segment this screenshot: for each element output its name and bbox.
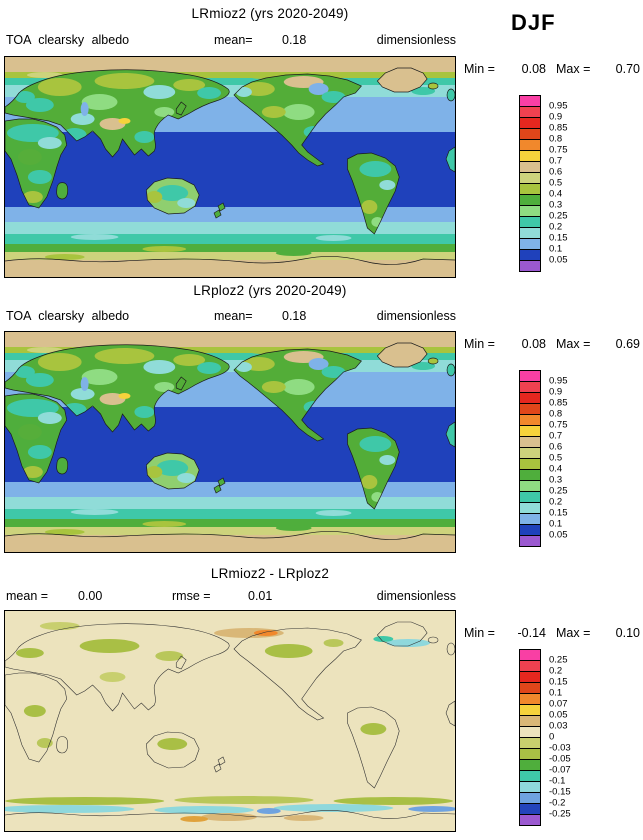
colorbar-tick-label: 0.8: [549, 133, 563, 145]
colorbar-tick-label: 0.95: [549, 375, 568, 387]
panel1-min-label: Min =: [464, 62, 495, 76]
panel3-min-label: Min =: [464, 626, 495, 640]
colorbar-tick-label: 0.05: [549, 709, 568, 721]
colorbar-tick-label: 0.5: [549, 177, 563, 189]
colorbar-tick-label: 0.25: [549, 210, 568, 222]
colorbar-tick-label: 0.05: [549, 254, 568, 266]
colorbar-tick-label: -0.03: [549, 742, 571, 754]
panel3-rmse-value: 0.01: [248, 589, 273, 603]
albedo-map-lrmioz2: [5, 57, 455, 277]
colorbar-tick-label: 0.7: [549, 430, 563, 442]
panel2-mean-label: mean=: [214, 309, 253, 323]
panel1-max-value: 0.70: [615, 62, 640, 76]
colorbar-tick-label: 0.5: [549, 452, 563, 464]
colorbar-tick-label: 0.2: [549, 496, 563, 508]
colorbar-tick-label: 0.9: [549, 386, 563, 398]
colorbar-tick-label: 0.4: [549, 463, 563, 475]
panel3-rmse-label: rmse =: [172, 589, 211, 603]
panel1-mean-label: mean=: [214, 33, 253, 47]
colorbar-tick-label: 0.03: [549, 720, 568, 732]
panel2-min-label: Min =: [464, 337, 495, 351]
colorbar-tick-label: 0.75: [549, 419, 568, 431]
colorbar-tick-label: 0.9: [549, 111, 563, 123]
colorbar-tick-label: -0.05: [549, 753, 571, 765]
panel3-title: LRmioz2 - LRploz2: [210, 566, 330, 581]
panel3-mean-value: 0.00: [78, 589, 103, 603]
difference-map: [5, 611, 455, 831]
colorbar-tick-label: 0.7: [549, 155, 563, 167]
colorbar-tick-label: -0.25: [549, 808, 571, 820]
panel1-mean-value: 0.18: [282, 33, 307, 47]
panel2-max-value: 0.69: [615, 337, 640, 351]
panel3-mean-label: mean =: [6, 589, 49, 603]
panel3-colorbar: 0.25 0.2 0.15 0.1 0.07 0.05 0.03 0 -0.03 -0.05 -0.…: [519, 649, 599, 826]
colorbar-cell: [519, 260, 541, 272]
panel2-map-frame: [4, 331, 456, 553]
panel2-title: LRploz2 (yrs 2020-2049): [193, 283, 347, 298]
colorbar-tick-label: 0.85: [549, 397, 568, 409]
colorbar-tick-label: -0.1: [549, 775, 566, 787]
panel2-max-label: Max =: [556, 337, 591, 351]
panel2-minmax: Min = 0.08 Max = 0.69: [464, 337, 642, 351]
season-label: DJF: [511, 10, 556, 35]
panel1-colorbar: 0.95 0.9 0.85 0.8 0.75 0.7 0.6 0.5 0.4 0.3 0.25 0.2…: [519, 95, 599, 272]
colorbar-tick-label: -0.15: [549, 786, 571, 798]
colorbar-tick-label: 0.3: [549, 199, 563, 211]
colorbar-tick-label: 0.1: [549, 518, 563, 530]
colorbar-tick-label: 0.15: [549, 676, 568, 688]
colorbar-tick-label: 0.8: [549, 408, 563, 420]
colorbar-tick-label: 0.1: [549, 243, 563, 255]
colorbar-tick-label: 0.6: [549, 166, 563, 178]
colorbar-tick-label: 0.05: [549, 529, 568, 541]
colorbar-tick-label: 0.25: [549, 654, 568, 666]
panel2-stats-row: TOA clearsky albedo mean= 0.18 dimension…: [4, 309, 456, 324]
panel2-colorbar: 0.95 0.9 0.85 0.8 0.75 0.7 0.6 0.5 0.4 0.3 0.25 0.2…: [519, 370, 599, 547]
colorbar-tick-label: 0.2: [549, 665, 563, 677]
panel1-variable-label: TOA clearsky albedo: [6, 33, 130, 47]
panel3-units-label: dimensionless: [376, 589, 456, 603]
panel3-max-label: Max =: [556, 626, 591, 640]
colorbar-tick-label: 0.2: [549, 221, 563, 233]
panel2-variable-label: TOA clearsky albedo: [6, 309, 130, 323]
colorbar-tick-label: 0.85: [549, 122, 568, 134]
colorbar-tick-label: 0.07: [549, 698, 568, 710]
panel2-min-value: 0.08: [521, 337, 546, 351]
colorbar-tick-label: 0: [549, 731, 555, 743]
panel1-map-frame: [4, 56, 456, 278]
colorbar-cell: [519, 535, 541, 547]
panel3-minmax: Min = -0.14 Max = 0.10: [464, 626, 642, 640]
colorbar-cell: [519, 814, 541, 826]
colorbar-tick-label: 0.15: [549, 232, 568, 244]
panel1-max-label: Max =: [556, 62, 591, 76]
panel3-min-value: -0.14: [517, 626, 547, 640]
colorbar-tick-label: 0.15: [549, 507, 568, 519]
panel3-stats-row: mean = 0.00 rmse = 0.01 dimensionless: [4, 589, 456, 604]
albedo-map-lrploz2: [5, 332, 455, 552]
panel1-min-value: 0.08: [521, 62, 546, 76]
colorbar-tick-label: 0.4: [549, 188, 563, 200]
panel1-units-label: dimensionless: [376, 33, 456, 47]
colorbar-tick-label: 0.95: [549, 100, 568, 112]
panel3-map-frame: [4, 610, 456, 832]
colorbar-tick-label: 0.6: [549, 441, 563, 453]
panel2-mean-value: 0.18: [282, 309, 307, 323]
panel2-units-label: dimensionless: [376, 309, 456, 323]
panel1-title: LRmioz2 (yrs 2020-2049): [191, 6, 349, 21]
colorbar-tick-label: 0.3: [549, 474, 563, 486]
panel3-max-value: 0.10: [615, 626, 640, 640]
colorbar-tick-label: -0.07: [549, 764, 571, 776]
colorbar-tick-label: 0.25: [549, 485, 568, 497]
colorbar-tick-label: 0.75: [549, 144, 568, 156]
panel1-stats-row: TOA clearsky albedo mean= 0.18 dimension…: [4, 33, 456, 48]
colorbar-tick-label: -0.2: [549, 797, 566, 809]
panel1-minmax: Min = 0.08 Max = 0.70: [464, 62, 642, 76]
colorbar-tick-label: 0.1: [549, 687, 563, 699]
